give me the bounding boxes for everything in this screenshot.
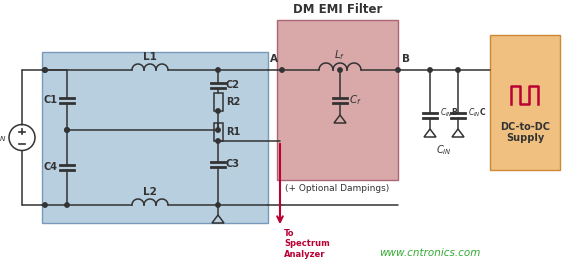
Text: $V_{IN}$: $V_{IN}$ bbox=[0, 131, 6, 144]
Circle shape bbox=[216, 68, 220, 72]
Bar bbox=[277, 20, 398, 180]
Text: C4: C4 bbox=[43, 163, 57, 173]
Circle shape bbox=[43, 203, 47, 207]
Circle shape bbox=[65, 128, 69, 132]
Text: L1: L1 bbox=[143, 52, 157, 62]
Text: C1: C1 bbox=[43, 95, 57, 105]
Text: R2: R2 bbox=[226, 97, 240, 107]
Text: L2: L2 bbox=[143, 187, 157, 197]
Circle shape bbox=[280, 68, 284, 72]
Circle shape bbox=[216, 203, 220, 207]
Bar bbox=[213, 93, 223, 111]
Text: $C_{IN}$: $C_{IN}$ bbox=[436, 143, 452, 157]
Circle shape bbox=[216, 139, 220, 143]
Text: C3: C3 bbox=[226, 159, 240, 169]
Text: (+ Optional Dampings): (+ Optional Dampings) bbox=[285, 184, 390, 193]
Text: R1: R1 bbox=[226, 127, 240, 137]
Text: $C_{IN}$C: $C_{IN}$C bbox=[468, 107, 486, 119]
Text: $L_f$: $L_f$ bbox=[335, 48, 346, 62]
Bar bbox=[490, 35, 560, 170]
Text: $C_f$: $C_f$ bbox=[349, 93, 362, 107]
Text: DC-to-DC
Supply: DC-to-DC Supply bbox=[500, 122, 550, 143]
Text: B: B bbox=[402, 54, 410, 64]
Circle shape bbox=[43, 68, 47, 72]
Circle shape bbox=[65, 128, 69, 132]
Text: www.cntronics.com: www.cntronics.com bbox=[380, 248, 481, 258]
Circle shape bbox=[216, 109, 220, 113]
Text: C2: C2 bbox=[226, 80, 240, 90]
Circle shape bbox=[216, 128, 220, 132]
Text: A: A bbox=[270, 54, 278, 64]
Circle shape bbox=[65, 203, 69, 207]
Bar bbox=[213, 123, 223, 141]
Text: To
Spectrum
Analyzer: To Spectrum Analyzer bbox=[284, 229, 329, 259]
Bar bbox=[42, 52, 268, 223]
Text: $C_{IN}$B: $C_{IN}$B bbox=[440, 107, 458, 119]
Circle shape bbox=[428, 68, 432, 72]
Circle shape bbox=[338, 68, 342, 72]
Circle shape bbox=[456, 68, 460, 72]
Circle shape bbox=[396, 68, 400, 72]
Text: DM EMI Filter: DM EMI Filter bbox=[293, 3, 382, 16]
Circle shape bbox=[43, 68, 47, 72]
